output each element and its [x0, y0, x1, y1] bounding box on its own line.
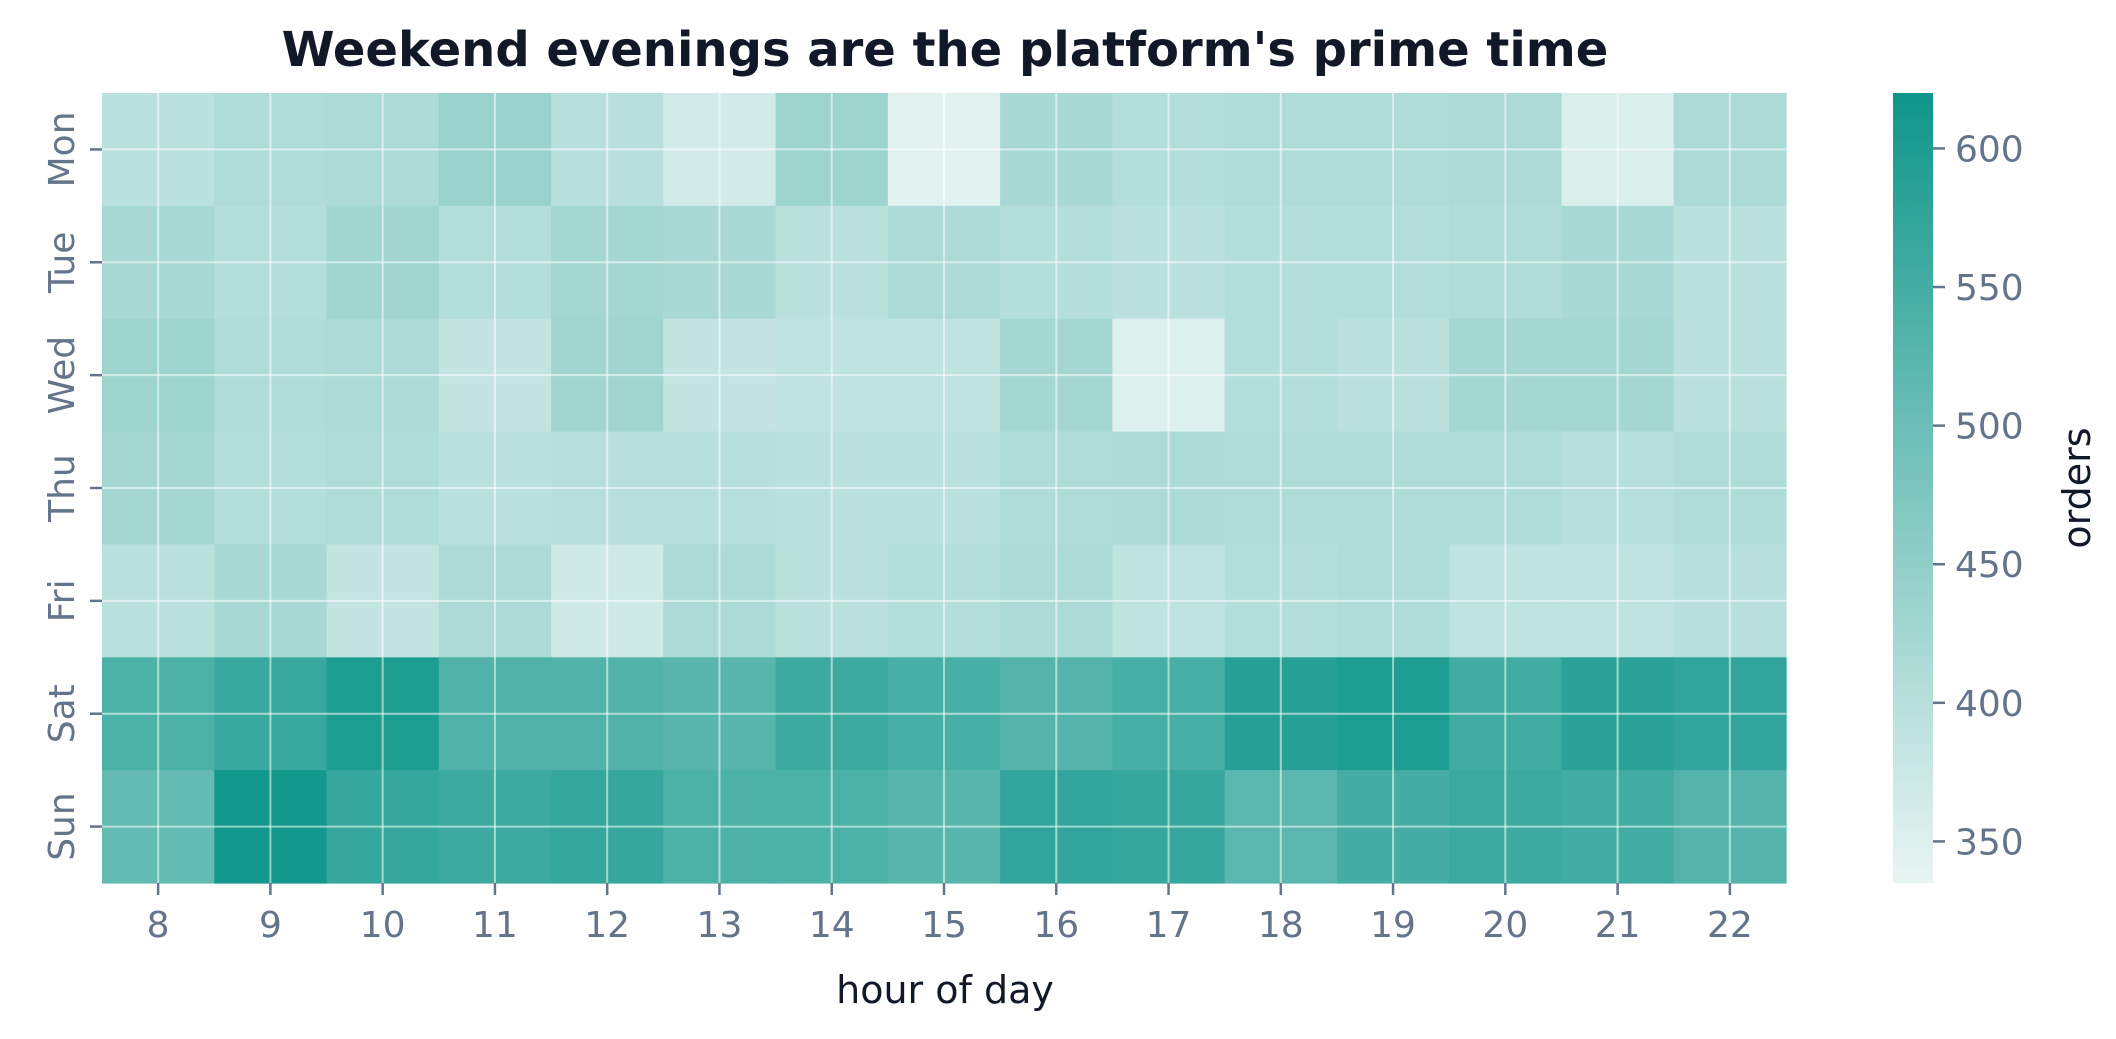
x-tick-label: 15 [921, 905, 967, 946]
y-axis: Mon Tue Wed Thu Fri Sat Sun [42, 111, 102, 861]
x-tick-label: 11 [472, 905, 518, 946]
colorbar-axis: 350 400 450 500 550 600 [1933, 129, 2024, 863]
y-tick-label: Sun [42, 792, 83, 860]
x-tick-label: 8 [147, 905, 170, 946]
x-axis-label: hour of day [836, 968, 1054, 1012]
x-tick-label: 10 [360, 905, 406, 946]
x-tick-label: 22 [1707, 905, 1753, 946]
x-axis: 8 9 10 11 12 13 14 15 16 17 18 19 20 21 22 [147, 883, 1753, 946]
colorbar-label: orders [2055, 427, 2099, 548]
y-tick-label: Fri [42, 579, 83, 622]
y-tick-label: Thu [42, 454, 83, 523]
colorbar [1893, 93, 1933, 883]
x-tick-label: 12 [584, 905, 630, 946]
colorbar-tick-label: 450 [1955, 545, 2024, 586]
x-tick-label: 19 [1370, 905, 1416, 946]
y-tick-label: Mon [42, 111, 83, 187]
x-tick-label: 18 [1258, 905, 1304, 946]
x-tick-label: 14 [809, 905, 855, 946]
colorbar-tick-label: 500 [1955, 407, 2024, 448]
y-tick-label: Sat [42, 684, 83, 743]
x-tick-label: 20 [1482, 905, 1528, 946]
colorbar-tick-label: 350 [1955, 822, 2024, 863]
y-tick-label: Tue [42, 232, 83, 295]
colorbar-tick-label: 400 [1955, 684, 2024, 725]
x-tick-label: 21 [1595, 905, 1641, 946]
grid-lines [102, 93, 1786, 883]
x-tick-label: 9 [259, 905, 282, 946]
x-tick-label: 17 [1146, 905, 1192, 946]
chart-title: Weekend evenings are the platform's prim… [282, 22, 1609, 78]
colorbar-tick-label: 550 [1955, 268, 2024, 309]
colorbar-tick-label: 600 [1955, 129, 2024, 170]
y-tick-label: Wed [42, 336, 83, 415]
x-tick-label: 16 [1033, 905, 1079, 946]
x-tick-label: 13 [697, 905, 743, 946]
